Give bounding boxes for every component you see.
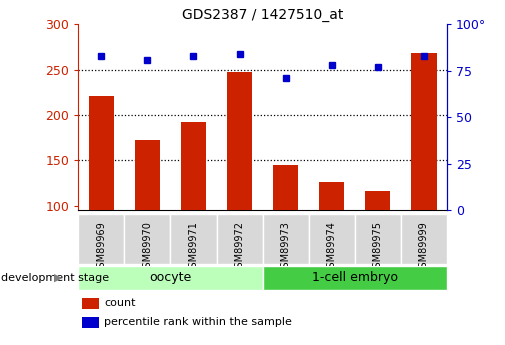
Bar <box>273 165 298 210</box>
Text: oocyte: oocyte <box>149 271 191 284</box>
Bar <box>263 214 309 264</box>
Bar <box>124 24 171 210</box>
Text: 1-cell embryo: 1-cell embryo <box>312 271 398 284</box>
Text: GSM89972: GSM89972 <box>234 221 244 274</box>
Bar <box>263 266 447 290</box>
Bar <box>319 182 344 210</box>
Text: GSM89971: GSM89971 <box>188 221 198 274</box>
Text: development stage: development stage <box>1 273 109 283</box>
Bar <box>78 266 263 290</box>
Bar <box>411 53 436 210</box>
Bar <box>82 298 98 309</box>
Bar <box>181 122 206 210</box>
Bar <box>401 24 447 210</box>
Bar <box>78 214 124 264</box>
Bar <box>135 140 160 210</box>
Text: GSM89970: GSM89970 <box>142 221 153 274</box>
Bar <box>309 214 355 264</box>
Bar <box>217 214 263 264</box>
Text: GSM89969: GSM89969 <box>96 221 107 274</box>
Text: GSM89999: GSM89999 <box>419 221 429 274</box>
Bar <box>227 72 252 210</box>
Text: GSM89975: GSM89975 <box>373 221 383 274</box>
Bar <box>365 191 390 210</box>
Bar <box>309 24 355 210</box>
Bar <box>171 24 217 210</box>
Bar <box>78 24 124 210</box>
Text: count: count <box>104 298 135 308</box>
Bar <box>401 214 447 264</box>
Bar <box>355 24 401 210</box>
Bar <box>217 24 263 210</box>
Text: GSM89974: GSM89974 <box>327 221 337 274</box>
Bar <box>124 214 171 264</box>
Text: ▶: ▶ <box>54 273 62 283</box>
Bar <box>355 214 401 264</box>
Text: percentile rank within the sample: percentile rank within the sample <box>104 317 292 327</box>
Bar <box>171 214 217 264</box>
Bar <box>82 317 98 328</box>
Bar <box>263 24 309 210</box>
Bar <box>89 96 114 210</box>
Title: GDS2387 / 1427510_at: GDS2387 / 1427510_at <box>182 8 343 22</box>
Text: GSM89973: GSM89973 <box>281 221 291 274</box>
